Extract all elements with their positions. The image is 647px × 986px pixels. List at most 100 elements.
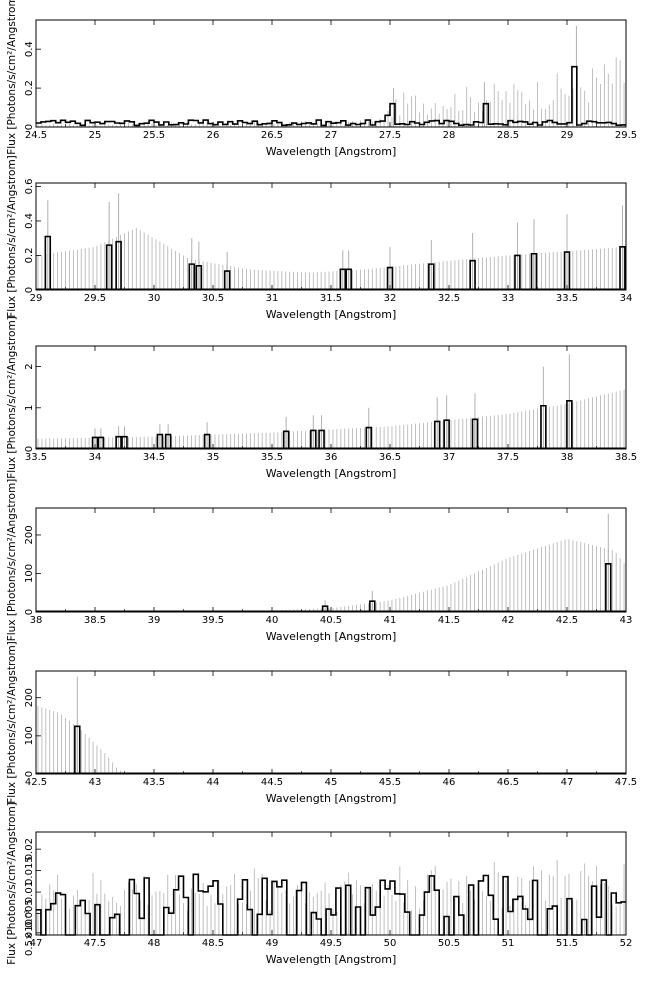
chart-panel-3: 33.5 34 34.5 35 35.5 36 36.5 37 37.5 38 38.5 0 1 2 Wav…	[6, 316, 637, 480]
y-axis-title: Flux [Photons/s/cm²/Angstrom]	[6, 316, 18, 479]
x-tick-label: 48.5	[202, 938, 224, 949]
x-tick-label: 35.5	[261, 452, 283, 463]
x-axis-title: Wavelength [Angstrom]	[266, 308, 397, 321]
x-tick-label: 37.5	[497, 452, 519, 463]
x-tick-label: 32	[384, 293, 397, 304]
histogram-bar	[188, 263, 196, 290]
y-tick-label: 100	[24, 564, 35, 583]
y-tick-label: 0.01	[24, 881, 35, 903]
y-tick-label: 0	[24, 446, 35, 452]
histogram-bar	[369, 600, 376, 612]
error-bars	[37, 676, 129, 774]
y-axis-title: Flux [Photons/s/cm²/Angstrom]	[6, 479, 18, 642]
y-axis-title: Flux [Photons/s/cm²/Angstrom]	[6, 155, 18, 318]
x-tick-label: 47.5	[84, 938, 106, 949]
x-tick-label: 36.5	[379, 452, 401, 463]
x-tick-label: 24.5	[25, 130, 47, 141]
histogram-bar	[91, 436, 99, 449]
x-tick-label: 43	[620, 615, 633, 626]
histogram-bar	[619, 246, 626, 290]
x-axis-title: Wavelength [Angstrom]	[266, 953, 397, 966]
x-tick-label: 42	[502, 615, 515, 626]
plot-frame	[35, 670, 627, 775]
x-tick-label: 47	[30, 938, 43, 949]
x-tick-label: 29	[30, 293, 43, 304]
y-tick-label: 0.2	[24, 248, 35, 264]
y-tick-label: 0.4	[24, 213, 35, 229]
x-tick-label: 34.5	[143, 452, 165, 463]
x-tick-label: 37	[443, 452, 456, 463]
histogram-bar	[105, 244, 113, 290]
x-tick-label: 29	[561, 130, 574, 141]
histogram-bar	[74, 725, 81, 774]
y-tick-label: 0.5×10⁻³	[24, 910, 35, 956]
chart-panel-1: 24.5 25 25.5 26 26.5 27 27.5 28 28.5 29 29.5 0 0.2 0.…	[6, 0, 637, 158]
x-tick-label: 38.5	[615, 452, 637, 463]
x-tick-label: 38	[30, 615, 43, 626]
histogram-bar	[282, 430, 290, 449]
histogram-bar	[540, 404, 547, 449]
y-axis-title: Flux [Photons/s/cm²/Angstrom]	[6, 802, 18, 965]
x-tick-label: 51	[502, 938, 515, 949]
x-axis-title: Wavelength [Angstrom]	[266, 467, 397, 480]
x-tick-label: 39	[148, 615, 161, 626]
y-tick-label: 1	[24, 405, 35, 411]
x-tick-label: 45.5	[379, 777, 401, 788]
x-tick-label: 52	[620, 938, 633, 949]
x-tick-label: 51.5	[556, 938, 578, 949]
x-tick-label: 33.5	[25, 452, 47, 463]
x-tick-label: 33	[502, 293, 515, 304]
histogram-bar	[318, 429, 325, 449]
y-tick-label: 0.005	[24, 899, 35, 928]
chart-panel-5: 42.5 43 43.5 44 44.5 45 45.5 46 46.5 47 47.5 0 100 20…	[6, 641, 637, 805]
x-tick-label: 40	[266, 615, 279, 626]
x-axis-title: Wavelength [Angstrom]	[266, 145, 397, 158]
histogram-bar	[195, 265, 203, 290]
y-tick-label: 0	[24, 932, 35, 938]
x-tick-label: 46	[443, 777, 456, 788]
x-tick-label: 31	[266, 293, 279, 304]
x-tick-label: 43	[89, 777, 102, 788]
x-tick-label: 49	[266, 938, 279, 949]
error-bars	[37, 513, 625, 612]
histogram-bar	[443, 419, 450, 449]
histogram-bar	[321, 605, 329, 612]
y-tick-label: 0.02	[24, 838, 35, 860]
histogram-bar	[203, 433, 211, 449]
histogram-bar	[121, 435, 128, 449]
y-tick-label: 0.6	[24, 178, 35, 194]
chart-panel-2: 29 29.5 30 30.5 31 31.5 32 32.5 33 33.5 34 0 0.2 0.4 0…	[6, 155, 632, 321]
histogram-bar	[365, 426, 373, 449]
histogram-bar	[115, 435, 122, 449]
x-tick-label: 44	[207, 777, 220, 788]
error-bars	[37, 25, 625, 127]
x-tick-label: 43.5	[143, 777, 165, 788]
histogram-bar	[428, 263, 435, 290]
x-tick-label: 38.5	[84, 615, 106, 626]
x-axis-title: Wavelength [Angstrom]	[266, 792, 397, 805]
x-tick-label: 50	[384, 938, 397, 949]
x-tick-label: 36	[325, 452, 338, 463]
x-tick-label: 29.5	[615, 130, 637, 141]
y-tick-label: 0.2	[24, 80, 35, 96]
error-bars	[37, 860, 625, 935]
histogram-bar	[386, 266, 394, 290]
x-tick-label: 41	[384, 615, 397, 626]
x-tick-label: 25	[89, 130, 102, 141]
x-tick-label: 34	[620, 293, 633, 304]
x-tick-label: 40.5	[320, 615, 342, 626]
histogram-bar	[471, 418, 479, 449]
x-tick-label: 44.5	[261, 777, 283, 788]
chart-panel-6: 47 47.5 48 48.5 49 49.5 50 50.5 51 51.5 52 00.5×10⁻…	[6, 802, 632, 966]
x-tick-label: 31.5	[320, 293, 342, 304]
x-tick-label: 41.5	[438, 615, 460, 626]
x-tick-label: 26.5	[261, 130, 283, 141]
y-tick-label: 200	[24, 525, 35, 544]
y-tick-label: 100	[24, 726, 35, 745]
histogram-line	[36, 873, 626, 936]
histogram-bar	[530, 252, 538, 290]
y-axis-title: Flux [Photons/s/cm²/Angstrom]	[6, 0, 18, 155]
x-axis-title: Wavelength [Angstrom]	[266, 630, 397, 643]
x-tick-label: 45	[325, 777, 338, 788]
